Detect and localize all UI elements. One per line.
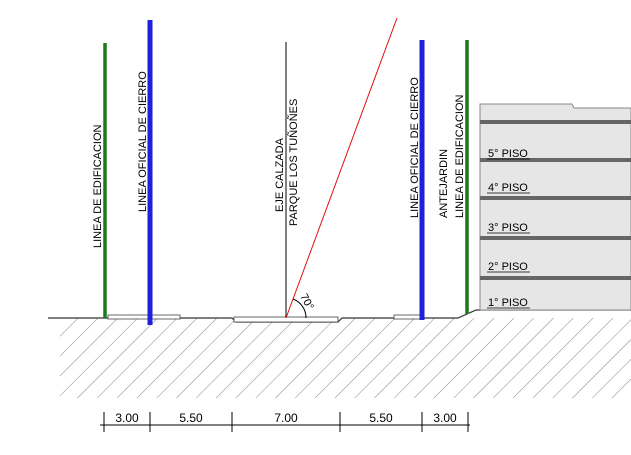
floor-label-3: 3° PISO bbox=[488, 222, 528, 234]
angle-arc bbox=[292, 298, 307, 319]
floor-slab bbox=[480, 236, 631, 240]
ground-hatch bbox=[60, 318, 631, 398]
sidewalk-slab-left bbox=[107, 314, 181, 320]
floor-label-4: 4° PISO bbox=[488, 182, 528, 194]
left-building-line-label: LINEA DE EDIFICACION bbox=[92, 124, 104, 248]
building-body bbox=[479, 103, 631, 311]
front-garden-label: ANTEJARDIN bbox=[438, 149, 450, 218]
dimension-label-4: 5.50 bbox=[369, 411, 393, 425]
street-axis-label-1: EJE CALZADA bbox=[274, 137, 286, 212]
rasante-line bbox=[285, 17, 398, 319]
left-closure-line-label: LINEA OFICIAL DE CIERRO bbox=[137, 71, 149, 212]
floor-label-5: 5° PISO bbox=[488, 148, 528, 160]
angle-label: 70° bbox=[297, 292, 315, 312]
dimension-line: 3.00 5.50 7.00 5.50 3.00 bbox=[100, 411, 470, 432]
floor-slab bbox=[480, 158, 631, 162]
floor-slab bbox=[480, 196, 631, 200]
ground-fade-left bbox=[0, 318, 60, 398]
right-building-line-label: LINEA DE EDIFICACION bbox=[454, 94, 466, 218]
building bbox=[479, 103, 631, 311]
dimension-label-3: 7.00 bbox=[274, 411, 298, 425]
floor-label-2: 2° PISO bbox=[488, 261, 528, 273]
ground-line bbox=[48, 309, 631, 323]
floor-label-1: 1° PISO bbox=[488, 297, 528, 309]
street-axis-label-2: PARQUE LOS TUÑOÑES bbox=[287, 99, 300, 226]
dimension-label-5: 3.00 bbox=[433, 411, 457, 425]
right-closure-line-label: LINEA OFICIAL DE CIERRO bbox=[409, 77, 421, 218]
dimension-label-2: 5.50 bbox=[179, 411, 203, 425]
dimension-label-1: 3.00 bbox=[115, 411, 139, 425]
floor-slab bbox=[480, 276, 631, 280]
floor-slab bbox=[480, 120, 631, 124]
